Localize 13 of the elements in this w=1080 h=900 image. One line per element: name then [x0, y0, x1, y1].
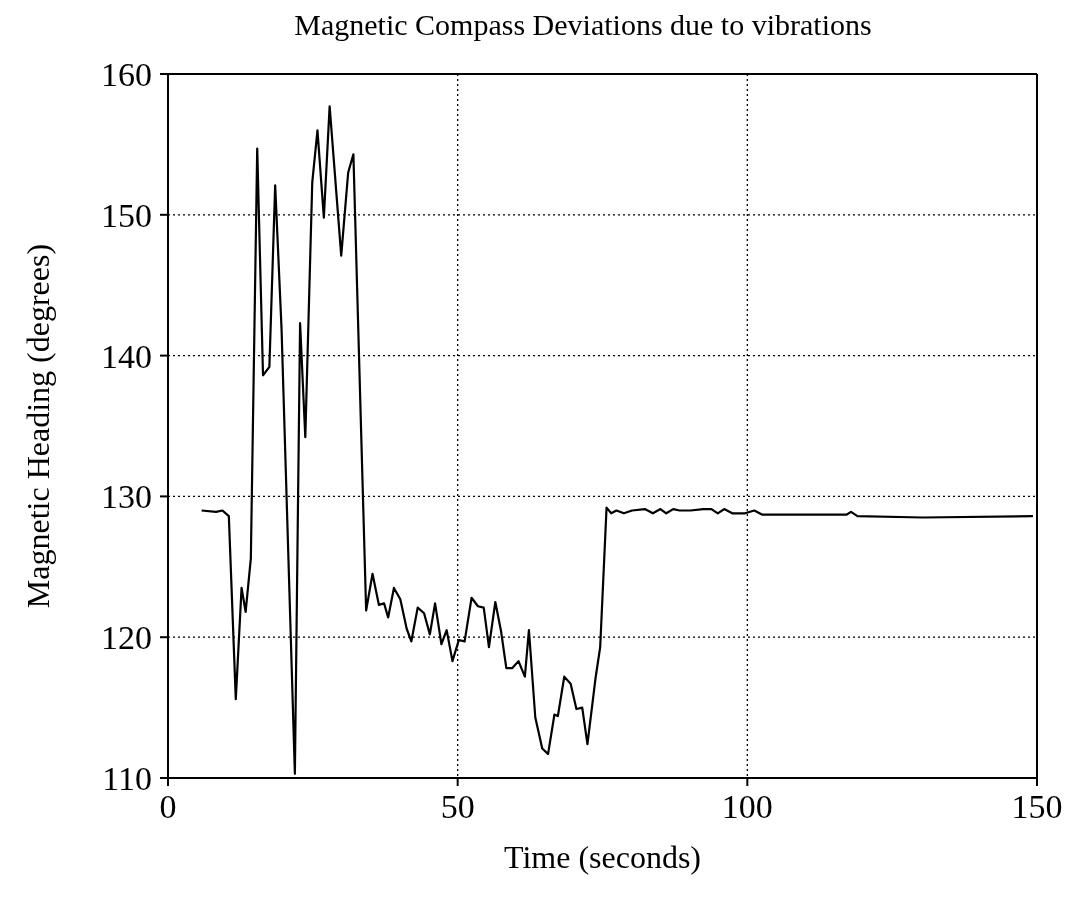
x-axis-title: Time (seconds) — [503, 839, 702, 875]
y-tick-label: 160 — [101, 56, 152, 94]
x-tick-label: 50 — [440, 788, 475, 826]
y-tick-label: 130 — [101, 478, 152, 516]
y-tick-label: 140 — [101, 337, 152, 375]
y-axis-title: Magnetic Heading (degrees) — [20, 243, 57, 609]
x-tick-label: 100 — [721, 788, 773, 826]
x-tick-label: 0 — [159, 788, 177, 826]
y-tick-label: 110 — [102, 760, 152, 798]
chart-title: Magnetic Compass Deviations due to vibrations — [293, 8, 873, 43]
y-tick-label: 150 — [101, 196, 152, 234]
y-tick-label: 120 — [101, 619, 152, 657]
x-tick-label: 150 — [1011, 788, 1063, 826]
